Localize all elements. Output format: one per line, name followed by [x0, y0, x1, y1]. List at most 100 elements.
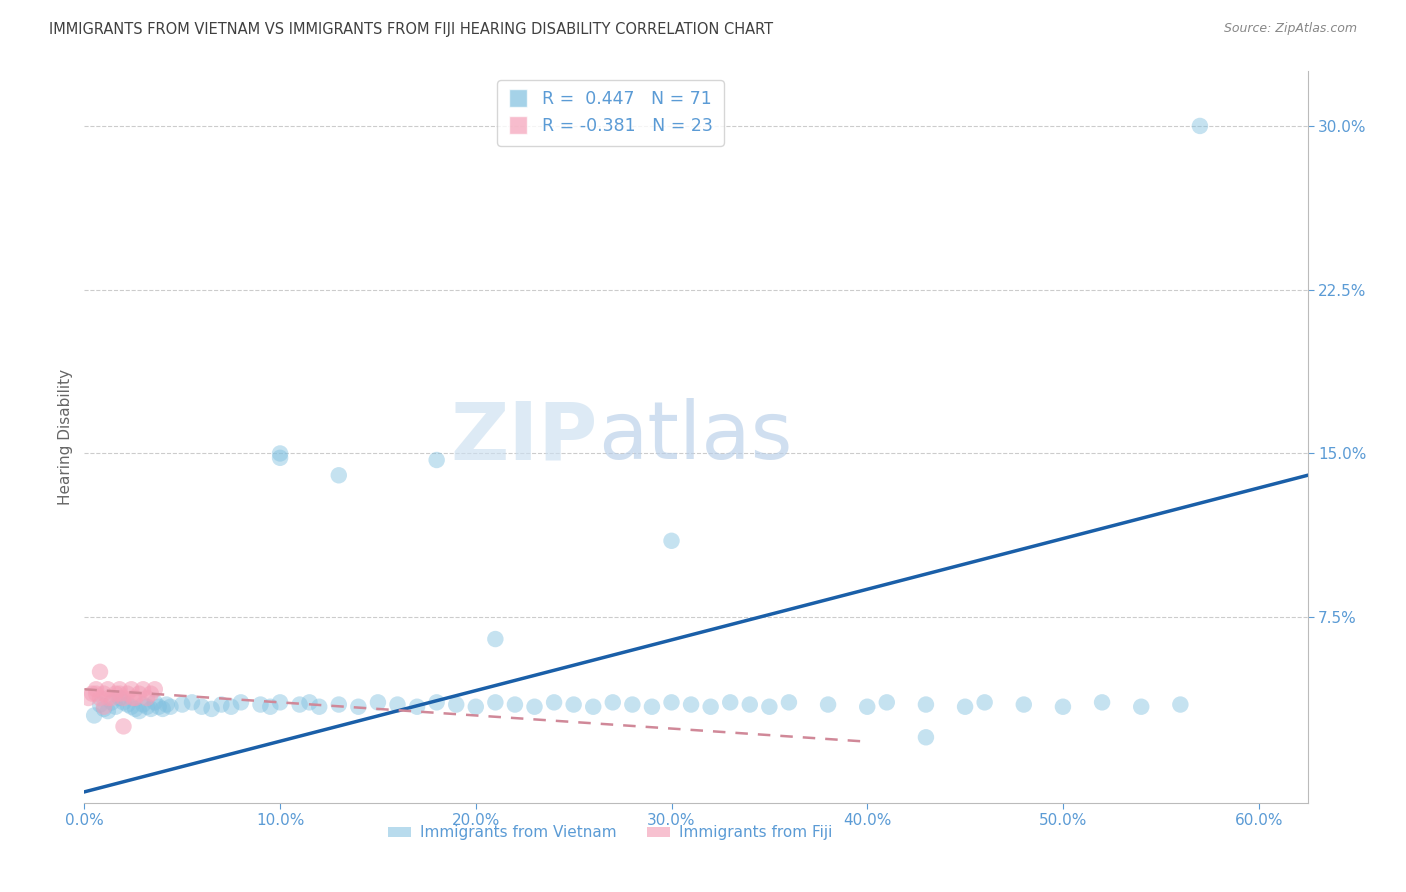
- Text: Source: ZipAtlas.com: Source: ZipAtlas.com: [1223, 22, 1357, 36]
- Point: [112, 719, 135, 733]
- Point: [82, 687, 104, 701]
- Point: [1170, 698, 1192, 712]
- Point: [108, 687, 131, 701]
- Point: [104, 687, 127, 701]
- Point: [117, 698, 139, 712]
- Point: [128, 687, 150, 701]
- Point: [269, 695, 291, 709]
- Point: [426, 695, 449, 709]
- Point: [152, 702, 174, 716]
- Point: [503, 698, 526, 712]
- Point: [562, 698, 585, 712]
- Point: [387, 698, 409, 712]
- Point: [288, 698, 311, 712]
- Point: [1091, 695, 1114, 709]
- Point: [93, 699, 115, 714]
- Point: [124, 691, 146, 706]
- Point: [484, 632, 506, 646]
- Point: [143, 682, 166, 697]
- Point: [681, 698, 703, 712]
- Point: [1012, 698, 1035, 712]
- Point: [93, 702, 115, 716]
- Point: [97, 682, 120, 697]
- Point: [209, 698, 232, 712]
- Point: [181, 695, 204, 709]
- Point: [249, 698, 271, 712]
- Point: [155, 698, 177, 712]
- Point: [259, 699, 281, 714]
- Point: [120, 699, 142, 714]
- Point: [89, 698, 111, 712]
- Point: [120, 682, 142, 697]
- Y-axis label: Hearing Disability: Hearing Disability: [58, 369, 73, 505]
- Point: [856, 699, 879, 714]
- Point: [128, 704, 150, 718]
- Point: [124, 702, 146, 716]
- Point: [621, 698, 644, 712]
- Legend: Immigrants from Vietnam, Immigrants from Fiji: Immigrants from Vietnam, Immigrants from…: [382, 819, 839, 847]
- Point: [817, 698, 839, 712]
- Point: [444, 698, 467, 712]
- Point: [97, 691, 120, 706]
- Point: [308, 699, 330, 714]
- Point: [84, 687, 107, 701]
- Point: [97, 704, 120, 718]
- Point: [718, 695, 741, 709]
- Point: [915, 698, 938, 712]
- Point: [132, 698, 155, 712]
- Point: [269, 450, 291, 465]
- Point: [738, 698, 761, 712]
- Point: [108, 691, 131, 706]
- Point: [661, 533, 683, 548]
- Point: [758, 699, 780, 714]
- Point: [426, 453, 449, 467]
- Point: [93, 687, 115, 701]
- Point: [778, 695, 800, 709]
- Point: [876, 695, 898, 709]
- Point: [104, 699, 127, 714]
- Point: [159, 699, 181, 714]
- Point: [367, 695, 389, 709]
- Point: [523, 699, 546, 714]
- Point: [219, 699, 242, 714]
- Point: [269, 446, 291, 460]
- Point: [661, 695, 683, 709]
- Point: [139, 687, 162, 701]
- Point: [406, 699, 429, 714]
- Text: IMMIGRANTS FROM VIETNAM VS IMMIGRANTS FROM FIJI HEARING DISABILITY CORRELATION C: IMMIGRANTS FROM VIETNAM VS IMMIGRANTS FR…: [49, 22, 773, 37]
- Point: [100, 695, 122, 709]
- Point: [117, 687, 139, 701]
- Text: ZIP: ZIP: [451, 398, 598, 476]
- Point: [100, 691, 122, 706]
- Point: [582, 699, 605, 714]
- Point: [347, 699, 370, 714]
- Point: [953, 699, 976, 714]
- Point: [973, 695, 995, 709]
- Point: [484, 695, 506, 709]
- Point: [108, 682, 131, 697]
- Text: atlas: atlas: [598, 398, 793, 476]
- Point: [132, 682, 155, 697]
- Point: [148, 699, 170, 714]
- Point: [915, 731, 938, 745]
- Point: [229, 695, 252, 709]
- Point: [89, 691, 111, 706]
- Point: [191, 699, 214, 714]
- Point: [89, 665, 111, 679]
- Point: [328, 468, 350, 483]
- Point: [200, 702, 222, 716]
- Point: [136, 699, 159, 714]
- Point: [699, 699, 721, 714]
- Point: [602, 695, 624, 709]
- Point: [298, 695, 321, 709]
- Point: [139, 702, 162, 716]
- Point: [464, 699, 486, 714]
- Point: [1188, 119, 1211, 133]
- Point: [143, 695, 166, 709]
- Point: [543, 695, 565, 709]
- Point: [328, 698, 350, 712]
- Point: [136, 691, 159, 706]
- Point: [84, 682, 107, 697]
- Point: [83, 708, 105, 723]
- Point: [122, 691, 145, 706]
